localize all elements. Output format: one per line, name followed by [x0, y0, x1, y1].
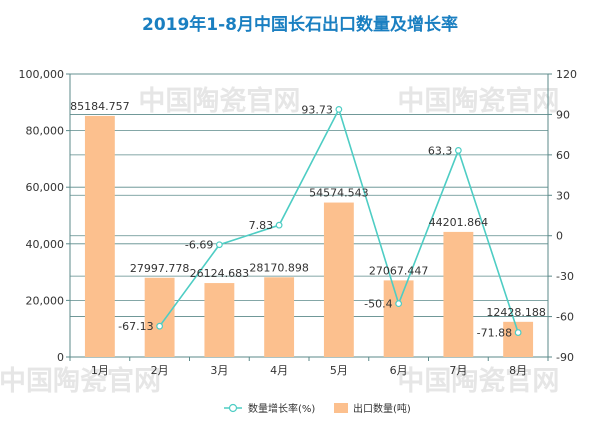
line-data-label: 63.3: [428, 144, 453, 157]
watermark: 中国陶瓷官网: [0, 365, 161, 397]
line-point: [275, 221, 283, 229]
y-tick-label-left: 0: [57, 351, 64, 364]
line-data-label: -6.69: [185, 239, 213, 252]
watermark: 中国陶瓷官网: [397, 365, 559, 397]
y-tick-label-right: -90: [556, 351, 574, 364]
y-tick-label-left: 40,000: [26, 238, 65, 251]
bar-data-label: 26124.683: [190, 267, 250, 280]
line-data-label: 93.73: [301, 103, 333, 116]
line-data-label: 7.83: [249, 219, 274, 232]
line-point: [335, 106, 343, 113]
watermark: 中国陶瓷官网: [138, 85, 300, 117]
y-tick-label-left: 20,000: [26, 294, 65, 307]
bar-data-label: 54574.543: [309, 187, 369, 200]
x-tick-label: 3月: [210, 364, 228, 377]
bar: [383, 280, 414, 357]
bar: [503, 321, 534, 357]
x-tick-label: 4月: [270, 364, 288, 377]
y-tick-label-right: 0: [556, 230, 563, 243]
y-tick-label-right: 90: [556, 108, 570, 121]
bar: [204, 283, 235, 357]
legend-label: 数量增长率(%): [248, 402, 315, 415]
y-tick-label-right: -60: [556, 311, 574, 324]
line-point: [215, 241, 223, 249]
bar: [323, 202, 354, 357]
line-point: [514, 329, 522, 336]
y-tick-label-left: 60,000: [26, 181, 65, 194]
line-data-label: -71.88: [477, 327, 512, 340]
bar: [443, 231, 474, 357]
chart-title: 2019年1-8月中国长石出口数量及增长率: [141, 15, 459, 35]
line-data-label: -50.4: [364, 298, 392, 311]
y-tick-label-right: 120: [556, 68, 577, 81]
line-data-label: -67.13: [118, 320, 153, 333]
bar: [144, 277, 175, 357]
bar: [84, 115, 115, 357]
bar-data-label: 85184.757: [70, 100, 130, 113]
bar-data-label: 12428.188: [486, 306, 546, 319]
bar-data-label: 28170.898: [249, 261, 309, 274]
y-tick-label-left: 80,000: [26, 125, 65, 138]
legend-line-marker: [228, 403, 238, 413]
x-tick-label: 7月: [449, 364, 467, 377]
legend-label: 出口数量(吨): [353, 402, 411, 415]
line-point: [395, 300, 403, 308]
x-tick-label: 5月: [330, 364, 348, 377]
legend-bar-swatch: [334, 403, 348, 413]
bar-data-label: 27067.447: [369, 264, 429, 277]
bar-data-label: 44201.864: [429, 216, 489, 229]
x-tick-label: 8月: [509, 364, 527, 377]
x-tick-label: 1月: [91, 364, 109, 377]
x-tick-label: 6月: [390, 364, 408, 377]
watermark: 中国陶瓷官网: [397, 85, 559, 117]
y-tick-label-right: 30: [556, 189, 570, 202]
bar: [264, 277, 295, 357]
y-tick-label-right: -30: [556, 270, 574, 283]
bar-data-label: 27997.778: [130, 262, 190, 275]
line-point: [454, 147, 462, 154]
line-point: [156, 322, 164, 330]
x-tick-label: 2月: [151, 364, 169, 377]
y-tick-label-right: 60: [556, 149, 570, 162]
y-tick-label-left: 100,000: [19, 68, 65, 81]
